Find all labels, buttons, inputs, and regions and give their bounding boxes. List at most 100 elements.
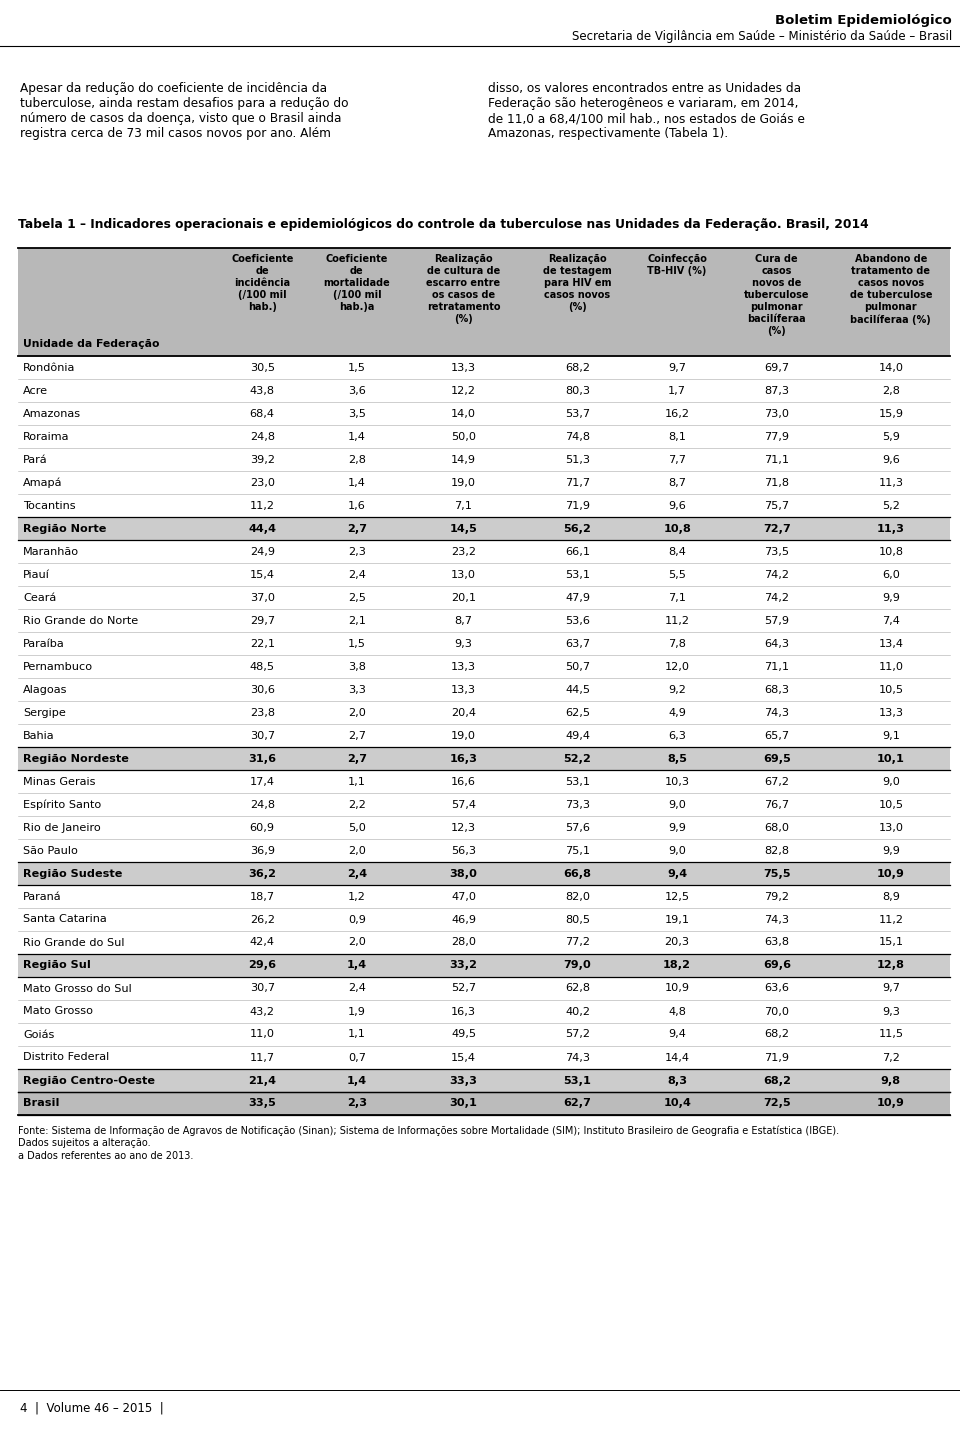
Text: 10,9: 10,9 bbox=[876, 1099, 904, 1109]
Text: 79,2: 79,2 bbox=[764, 892, 789, 902]
Text: 40,2: 40,2 bbox=[564, 1006, 590, 1016]
Text: 43,2: 43,2 bbox=[250, 1006, 275, 1016]
Text: 71,9: 71,9 bbox=[764, 1053, 789, 1063]
Text: 56,2: 56,2 bbox=[564, 523, 591, 533]
Text: Ceará: Ceará bbox=[23, 593, 57, 603]
Text: 5,9: 5,9 bbox=[882, 432, 900, 442]
Text: 75,7: 75,7 bbox=[764, 500, 789, 510]
Text: 77,2: 77,2 bbox=[564, 937, 590, 947]
Text: 42,4: 42,4 bbox=[250, 937, 275, 947]
Text: 2,8: 2,8 bbox=[882, 386, 900, 396]
Text: 7,2: 7,2 bbox=[882, 1053, 900, 1063]
Text: 57,2: 57,2 bbox=[564, 1029, 590, 1039]
Text: 0,7: 0,7 bbox=[348, 1053, 366, 1063]
Text: 37,0: 37,0 bbox=[250, 593, 275, 603]
Text: 9,8: 9,8 bbox=[880, 1076, 900, 1086]
Text: 53,1: 53,1 bbox=[564, 776, 590, 786]
Text: Pará: Pará bbox=[23, 454, 48, 464]
Text: 13,4: 13,4 bbox=[878, 639, 903, 649]
Text: Amapá: Amapá bbox=[23, 477, 62, 487]
Text: 0,9: 0,9 bbox=[348, 915, 366, 925]
Text: 31,6: 31,6 bbox=[249, 753, 276, 763]
Text: 74,8: 74,8 bbox=[564, 432, 590, 442]
Text: 15,4: 15,4 bbox=[250, 570, 275, 580]
Text: 10,5: 10,5 bbox=[878, 684, 903, 694]
Text: Paraná: Paraná bbox=[23, 892, 61, 902]
Text: 7,8: 7,8 bbox=[668, 639, 686, 649]
Text: 68,4: 68,4 bbox=[250, 409, 275, 419]
Text: 3,8: 3,8 bbox=[348, 662, 366, 672]
Text: Paraíba: Paraíba bbox=[23, 639, 64, 649]
Text: 39,2: 39,2 bbox=[250, 454, 275, 464]
Text: 9,9: 9,9 bbox=[882, 593, 900, 603]
Text: 9,9: 9,9 bbox=[882, 846, 900, 856]
Text: 19,0: 19,0 bbox=[451, 477, 476, 487]
Text: 75,1: 75,1 bbox=[564, 846, 590, 856]
Text: 20,3: 20,3 bbox=[664, 937, 689, 947]
Text: 11,2: 11,2 bbox=[664, 616, 689, 626]
Text: 44,5: 44,5 bbox=[564, 684, 590, 694]
Text: 52,7: 52,7 bbox=[451, 983, 476, 993]
Text: a Dados referentes ao ano de 2013.: a Dados referentes ao ano de 2013. bbox=[18, 1150, 193, 1160]
Text: 1,7: 1,7 bbox=[668, 386, 686, 396]
Text: 30,6: 30,6 bbox=[250, 684, 275, 694]
Text: Bahia: Bahia bbox=[23, 730, 55, 740]
Text: 12,8: 12,8 bbox=[876, 960, 905, 970]
Text: 12,5: 12,5 bbox=[664, 892, 689, 902]
Text: 53,1: 53,1 bbox=[564, 1076, 591, 1086]
Text: Santa Catarina: Santa Catarina bbox=[23, 915, 107, 925]
Text: 4,9: 4,9 bbox=[668, 707, 686, 717]
Text: 73,5: 73,5 bbox=[764, 546, 789, 556]
Text: 16,2: 16,2 bbox=[664, 409, 689, 419]
Text: 56,3: 56,3 bbox=[451, 846, 476, 856]
Text: 9,6: 9,6 bbox=[668, 500, 686, 510]
Text: 9,7: 9,7 bbox=[668, 363, 686, 373]
Text: 2,3: 2,3 bbox=[348, 546, 366, 556]
Text: 24,9: 24,9 bbox=[250, 546, 275, 556]
Text: Distrito Federal: Distrito Federal bbox=[23, 1053, 109, 1063]
Text: Pernambuco: Pernambuco bbox=[23, 662, 93, 672]
Text: 77,9: 77,9 bbox=[764, 432, 789, 442]
Text: 53,1: 53,1 bbox=[564, 570, 590, 580]
Text: 33,2: 33,2 bbox=[449, 960, 477, 970]
Text: Tocantins: Tocantins bbox=[23, 500, 76, 510]
Text: 67,2: 67,2 bbox=[764, 776, 789, 786]
Text: 4,8: 4,8 bbox=[668, 1006, 686, 1016]
Text: 15,1: 15,1 bbox=[878, 937, 903, 947]
Bar bbox=[18, 747, 950, 770]
Text: 82,0: 82,0 bbox=[564, 892, 590, 902]
Text: Região Centro-Oeste: Região Centro-Oeste bbox=[23, 1076, 155, 1086]
Text: 71,1: 71,1 bbox=[764, 662, 789, 672]
Text: Região Nordeste: Região Nordeste bbox=[23, 753, 129, 763]
Text: Fonte: Sistema de Informação de Agravos de Notificação (Sinan); Sistema de Infor: Fonte: Sistema de Informação de Agravos … bbox=[18, 1125, 839, 1136]
Text: 73,0: 73,0 bbox=[764, 409, 789, 419]
Text: 36,9: 36,9 bbox=[250, 846, 275, 856]
Text: 74,2: 74,2 bbox=[764, 593, 789, 603]
Text: 69,5: 69,5 bbox=[763, 753, 791, 763]
Text: 2,4: 2,4 bbox=[347, 869, 367, 879]
Text: 24,8: 24,8 bbox=[250, 799, 275, 809]
Text: 9,4: 9,4 bbox=[667, 869, 687, 879]
Text: 8,9: 8,9 bbox=[882, 892, 900, 902]
Text: 33,3: 33,3 bbox=[449, 1076, 477, 1086]
Text: 10,4: 10,4 bbox=[663, 1099, 691, 1109]
Text: 2,0: 2,0 bbox=[348, 707, 366, 717]
Text: 13,0: 13,0 bbox=[451, 570, 476, 580]
Text: Amazonas, respectivamente (Tabela 1).: Amazonas, respectivamente (Tabela 1). bbox=[488, 127, 728, 140]
Text: Coeficiente
de
incidência
(/100 mil
hab.): Coeficiente de incidência (/100 mil hab.… bbox=[231, 254, 294, 312]
Text: 8,7: 8,7 bbox=[454, 616, 472, 626]
Text: 7,4: 7,4 bbox=[882, 616, 900, 626]
Text: 6,3: 6,3 bbox=[668, 730, 686, 740]
Text: 9,4: 9,4 bbox=[668, 1029, 686, 1039]
Text: 13,3: 13,3 bbox=[451, 662, 476, 672]
Text: 3,6: 3,6 bbox=[348, 386, 366, 396]
Text: 74,3: 74,3 bbox=[764, 707, 789, 717]
Text: Realização
de cultura de
escarro entre
os casos de
retratamento
(%): Realização de cultura de escarro entre o… bbox=[426, 254, 500, 324]
Text: 82,8: 82,8 bbox=[764, 846, 789, 856]
Text: 30,7: 30,7 bbox=[250, 730, 275, 740]
Text: 5,0: 5,0 bbox=[348, 823, 366, 833]
Text: 76,7: 76,7 bbox=[764, 799, 789, 809]
Text: 2,8: 2,8 bbox=[348, 454, 366, 464]
Text: Rondônia: Rondônia bbox=[23, 363, 76, 373]
Text: Apesar da redução do coeficiente de incidência da: Apesar da redução do coeficiente de inci… bbox=[20, 81, 327, 94]
